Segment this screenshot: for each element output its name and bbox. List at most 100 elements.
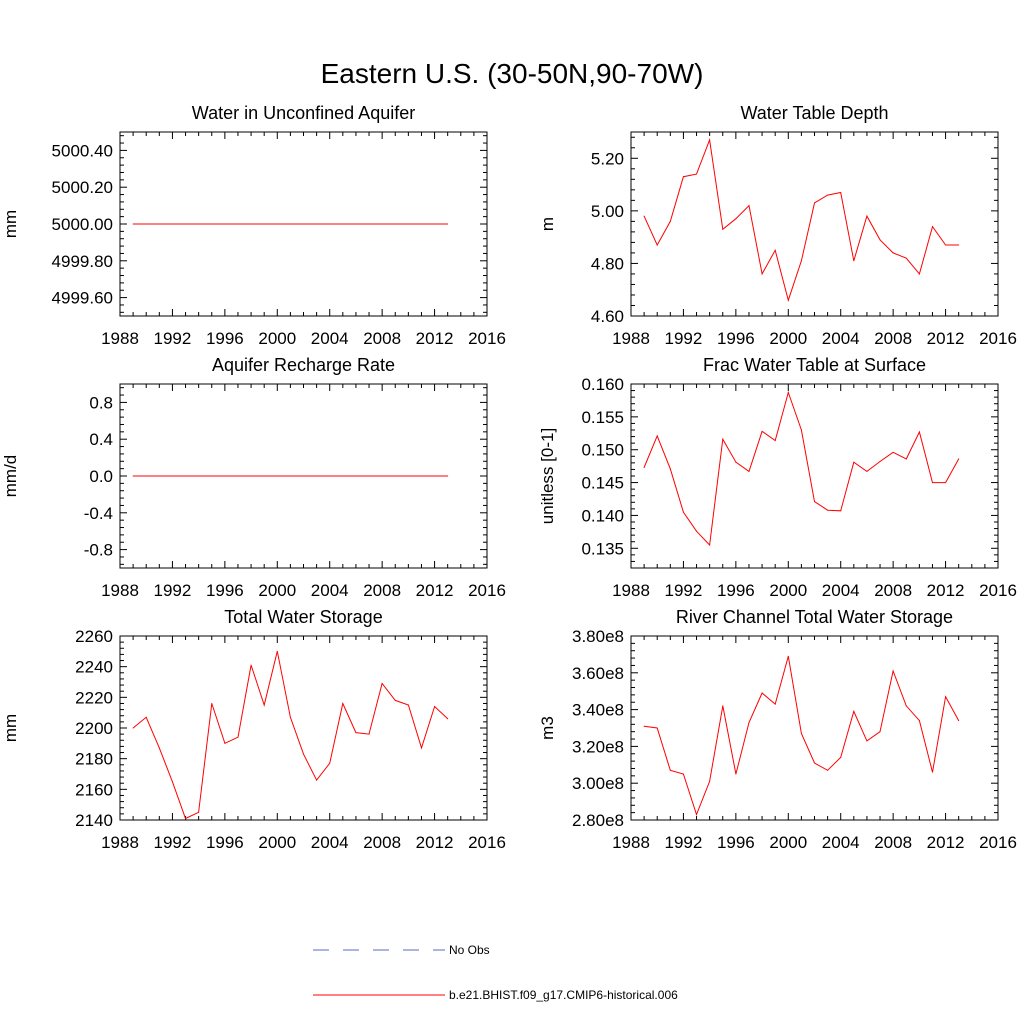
data-point (394, 699, 396, 701)
data-point (722, 228, 724, 230)
data-point (918, 431, 920, 433)
x-tick-label: 2008 (874, 329, 912, 348)
data-point (171, 475, 173, 477)
data-point (774, 703, 776, 705)
panel-3: Aquifer Recharge Rate 1988 1992 1996 2000 200… (1, 355, 506, 600)
data-point (447, 475, 449, 477)
x-tick-label: 2012 (416, 581, 454, 600)
y-tick-label: 4999.80 (52, 252, 113, 271)
data-point (840, 191, 842, 193)
x-tick-label: 2004 (311, 581, 349, 600)
y-tick-label: 3.20e8 (572, 737, 624, 756)
data-point (132, 223, 134, 225)
x-tick-label: 1996 (206, 329, 244, 348)
y-tick-label: 3.00e8 (572, 774, 624, 793)
y-tick-label: 5000.00 (52, 215, 113, 234)
data-point (840, 756, 842, 758)
data-point (905, 705, 907, 707)
data-point (656, 435, 658, 437)
plot-frame (630, 635, 999, 821)
x-tick-label: 1992 (154, 329, 192, 348)
panel-title: Aquifer Recharge Rate (212, 355, 395, 375)
data-point (800, 260, 802, 262)
x-tick-label: 1996 (717, 581, 755, 600)
x-tick-label: 2016 (979, 329, 1017, 348)
data-point (381, 475, 383, 477)
data-point (761, 692, 763, 694)
y-tick-label: 2180 (75, 750, 113, 769)
data-point (866, 215, 868, 217)
data-point (761, 430, 763, 432)
x-tick-label: 1988 (101, 581, 139, 600)
x-tick-label: 2000 (769, 833, 807, 852)
data-point (643, 725, 645, 727)
data-point (132, 727, 134, 729)
data-point (945, 244, 947, 246)
legend-label-no-obs: No Obs (449, 943, 490, 957)
x-tick-label: 2000 (769, 329, 807, 348)
data-point (656, 244, 658, 246)
x-tick-label: 2016 (979, 833, 1017, 852)
y-tick-label: 2240 (75, 658, 113, 677)
series-line (643, 137, 959, 302)
x-tick-label: 2012 (927, 329, 965, 348)
data-point (905, 257, 907, 259)
y-tick-label: 2220 (75, 688, 113, 707)
y-tick-label: 2200 (75, 719, 113, 738)
data-point (198, 811, 200, 813)
data-point (224, 475, 226, 477)
x-tick-label: 1988 (612, 833, 650, 852)
data-point (342, 475, 344, 477)
panels: Water in Unconfined Aquifer 1988 1992 1996 2… (1, 103, 1017, 852)
y-tick-label: 3.80e8 (572, 627, 624, 646)
x-tick-label: 2012 (416, 329, 454, 348)
x-tick-label: 1992 (665, 329, 703, 348)
y-tick-label: 2260 (75, 627, 113, 646)
data-point (329, 475, 331, 477)
data-point (958, 244, 960, 246)
data-point (958, 458, 960, 460)
series-line (644, 656, 960, 816)
series-line (643, 390, 960, 547)
y-tick-label: 2140 (75, 811, 113, 830)
data-point (289, 716, 291, 718)
data-point (669, 769, 671, 771)
data-point (892, 451, 894, 453)
y-axis-label: mm (1, 210, 20, 238)
x-tick-label: 2012 (927, 833, 965, 852)
data-point (853, 461, 855, 463)
y-axis-label: mm (1, 714, 20, 742)
data-point (407, 704, 409, 706)
data-point (905, 458, 907, 460)
data-point (787, 299, 789, 301)
data-point (420, 223, 422, 225)
y-tick-label: 4.80 (591, 254, 624, 273)
y-tick-label: 0.160 (581, 375, 624, 394)
y-tick-label: 0.4 (89, 430, 113, 449)
data-point (434, 223, 436, 225)
x-tick-label: 1992 (665, 833, 703, 852)
plot-frame (630, 131, 999, 317)
data-point (682, 176, 684, 178)
data-point (407, 223, 409, 225)
y-tick-label: 0.155 (581, 408, 624, 427)
data-point (892, 670, 894, 672)
data-point (263, 704, 265, 706)
data-point (735, 773, 737, 775)
data-point (814, 762, 815, 764)
panel-1: Water in Unconfined Aquifer 1988 1992 1996 2… (1, 103, 506, 348)
data-point (303, 223, 304, 225)
data-point (669, 468, 671, 470)
data-point (329, 762, 331, 764)
series-line (132, 651, 449, 820)
data-point (211, 702, 213, 704)
data-point (696, 530, 698, 532)
x-tick-label: 1988 (101, 833, 139, 852)
y-tick-label: 3.60e8 (572, 664, 624, 683)
data-point (643, 466, 645, 468)
x-tick-label: 2008 (874, 581, 912, 600)
data-point (722, 438, 724, 440)
data-point (434, 706, 436, 708)
data-point (814, 501, 815, 503)
